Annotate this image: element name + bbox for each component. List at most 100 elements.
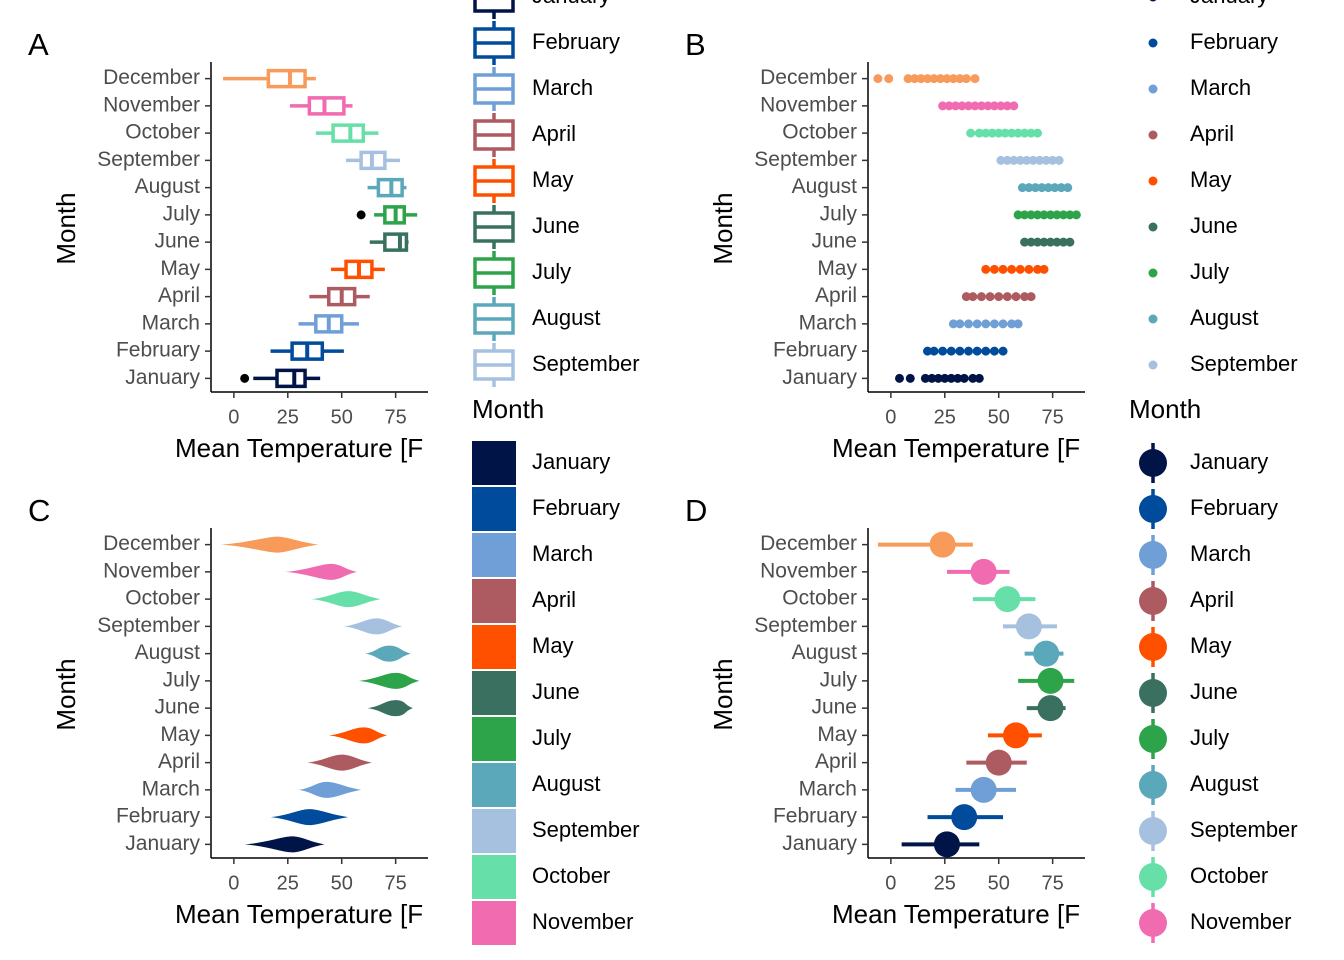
y-tick-label: March xyxy=(142,777,200,800)
point xyxy=(970,101,980,111)
point xyxy=(981,264,991,274)
violin xyxy=(367,700,413,717)
point xyxy=(1020,237,1030,247)
mean-point xyxy=(951,804,978,831)
legend-label: August xyxy=(532,305,601,330)
point xyxy=(929,74,939,84)
y-tick-label: September xyxy=(97,148,200,171)
point xyxy=(970,74,980,84)
point xyxy=(946,346,956,356)
point xyxy=(951,101,961,111)
point xyxy=(1035,155,1045,165)
legend-key xyxy=(1139,495,1167,523)
outlier xyxy=(356,210,366,220)
point xyxy=(938,101,948,111)
y-tick-label: February xyxy=(116,805,201,828)
point xyxy=(989,264,999,274)
point xyxy=(910,74,920,84)
panel-label: C xyxy=(28,493,50,528)
violin xyxy=(343,618,403,635)
legend-label: March xyxy=(1190,541,1251,566)
point xyxy=(935,74,945,84)
legend-title: Month xyxy=(472,394,544,424)
point xyxy=(1065,237,1075,247)
point xyxy=(1028,155,1038,165)
legend-key xyxy=(1139,679,1167,707)
point xyxy=(1009,155,1019,165)
y-tick-label: September xyxy=(97,614,200,637)
legend-label: June xyxy=(532,679,580,704)
legend-key xyxy=(472,671,516,715)
legend-label: August xyxy=(1190,305,1259,330)
point xyxy=(1065,210,1075,220)
y-tick-label: February xyxy=(773,339,858,362)
point xyxy=(974,373,984,383)
mean-point xyxy=(985,749,1012,776)
legend-label: September xyxy=(1190,351,1298,376)
legend-key xyxy=(1148,38,1158,48)
legend-label: March xyxy=(532,541,593,566)
point xyxy=(955,319,965,329)
point xyxy=(1050,183,1060,193)
legend-key xyxy=(1148,222,1158,232)
x-tick-label: 0 xyxy=(228,406,239,428)
violin xyxy=(307,754,372,771)
point xyxy=(981,319,991,329)
y-tick-label: April xyxy=(815,284,857,307)
point xyxy=(884,74,894,84)
point xyxy=(1022,155,1032,165)
point xyxy=(968,373,978,383)
x-tick-label: 75 xyxy=(385,872,407,894)
y-tick-label: March xyxy=(142,311,200,334)
legend-label: June xyxy=(532,213,580,238)
point xyxy=(1052,237,1062,247)
legend-label: October xyxy=(1190,863,1268,888)
point xyxy=(1007,128,1017,138)
point xyxy=(959,373,969,383)
point xyxy=(1013,128,1023,138)
y-tick-label: January xyxy=(782,366,857,389)
y-tick-label: June xyxy=(154,230,200,253)
legend-label: June xyxy=(1190,213,1238,238)
legend-key xyxy=(1148,314,1158,324)
legend-label: May xyxy=(1190,167,1232,192)
y-tick-label: December xyxy=(760,66,857,89)
y-tick-label: February xyxy=(116,339,201,362)
point xyxy=(1013,210,1023,220)
point xyxy=(1024,183,1034,193)
mean-point xyxy=(1002,722,1029,749)
y-tick-label: May xyxy=(160,257,200,280)
box xyxy=(383,232,409,252)
y-tick-label: November xyxy=(103,559,200,582)
point xyxy=(964,101,974,111)
y-tick-label: March xyxy=(799,311,857,334)
violin xyxy=(358,672,420,689)
y-axis-title: Month xyxy=(51,192,81,264)
panel-label: D xyxy=(685,493,707,528)
point xyxy=(1056,183,1066,193)
point xyxy=(998,319,1008,329)
point xyxy=(873,74,883,84)
y-tick-label: October xyxy=(125,121,200,144)
point xyxy=(942,74,952,84)
point xyxy=(1020,128,1030,138)
point xyxy=(964,319,974,329)
point xyxy=(923,74,933,84)
mean-point xyxy=(1037,667,1064,694)
x-tick-label: 25 xyxy=(934,406,956,428)
y-tick-label: May xyxy=(160,723,200,746)
point xyxy=(989,101,999,111)
point xyxy=(1026,128,1036,138)
point xyxy=(1039,237,1049,247)
point xyxy=(1030,183,1040,193)
legend-key xyxy=(472,717,516,761)
point xyxy=(998,264,1008,274)
legend-key xyxy=(1139,587,1167,615)
x-axis-title: Mean Temperature [F xyxy=(175,433,423,463)
y-tick-label: September xyxy=(754,614,857,637)
y-tick-label: August xyxy=(792,175,858,198)
y-tick-label: October xyxy=(782,121,857,144)
y-tick-label: June xyxy=(811,230,857,253)
point xyxy=(985,292,995,302)
legend-label: August xyxy=(532,771,601,796)
